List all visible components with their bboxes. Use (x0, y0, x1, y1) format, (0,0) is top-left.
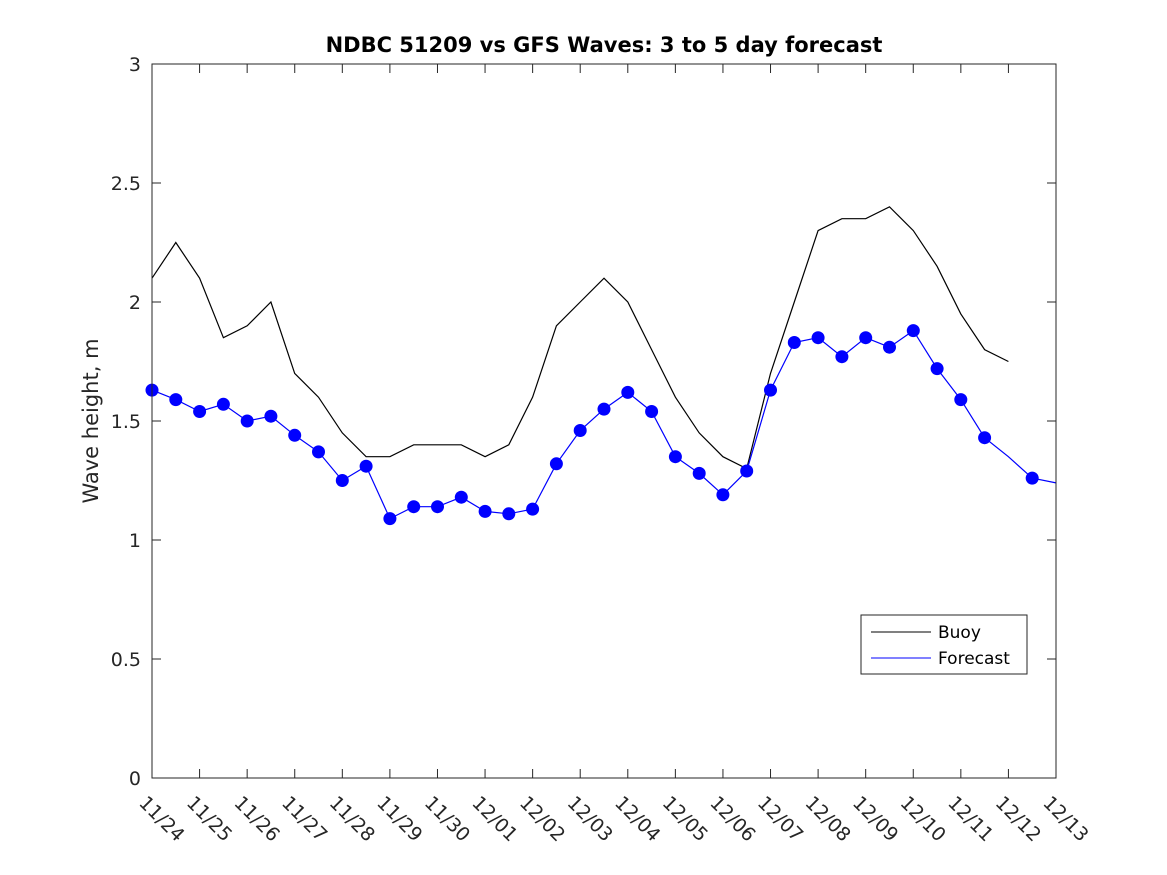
forecast-marker (811, 331, 825, 345)
forecast-marker (526, 502, 540, 516)
forecast-marker (1025, 471, 1039, 485)
y-tick-label: 2 (129, 292, 141, 314)
forecast-marker (954, 393, 968, 407)
forecast-marker (597, 402, 611, 416)
forecast-marker (454, 490, 468, 504)
y-axis-label: Wave height, m (79, 338, 103, 503)
legend-label-buoy: Buoy (938, 623, 981, 643)
forecast-marker (193, 405, 207, 418)
forecast-marker (621, 385, 635, 399)
forecast-marker (169, 393, 183, 407)
forecast-marker (906, 324, 920, 338)
y-tick-label: 0.5 (111, 649, 141, 671)
y-tick-label: 1.5 (111, 411, 141, 433)
forecast-marker (478, 504, 492, 518)
legend-label-forecast: Forecast (938, 649, 1010, 669)
forecast-marker (978, 431, 992, 445)
forecast-marker (312, 445, 325, 459)
forecast-marker (930, 362, 944, 376)
forecast-marker (573, 424, 587, 437)
forecast-marker (407, 500, 421, 514)
y-tick-label: 2.5 (111, 173, 141, 195)
y-tick-label: 0 (129, 768, 141, 790)
forecast-marker (431, 500, 444, 514)
forecast-marker (835, 350, 849, 364)
y-tick-label: 1 (129, 530, 141, 552)
forecast-marker (859, 331, 873, 345)
forecast-marker (240, 414, 254, 428)
y-axis: 0 0.5 1 1.5 2 2.5 3 (111, 54, 1056, 790)
forecast-marker (764, 383, 777, 397)
forecast-marker (645, 405, 659, 418)
forecast-marker (787, 336, 801, 349)
forecast-marker (288, 428, 302, 442)
chart-title: NDBC 51209 vs GFS Waves: 3 to 5 day fore… (326, 33, 883, 57)
marker-layer (145, 324, 1039, 526)
forecast-marker (716, 488, 730, 502)
y-tick-label: 3 (129, 54, 141, 76)
forecast-marker (359, 459, 373, 473)
forecast-marker (668, 450, 682, 464)
forecast-marker (883, 340, 896, 354)
forecast-marker (335, 474, 349, 487)
legend: Buoy Forecast (860, 614, 1028, 675)
legend-box (860, 614, 1028, 675)
forecast-marker (549, 457, 563, 471)
forecast-marker (502, 507, 516, 521)
forecast-marker (264, 409, 278, 423)
forecast-marker (740, 464, 754, 478)
forecast-marker (216, 397, 230, 411)
series-line-buoy (151, 206, 1009, 470)
forecast-marker (383, 512, 397, 526)
forecast-marker (692, 466, 706, 480)
